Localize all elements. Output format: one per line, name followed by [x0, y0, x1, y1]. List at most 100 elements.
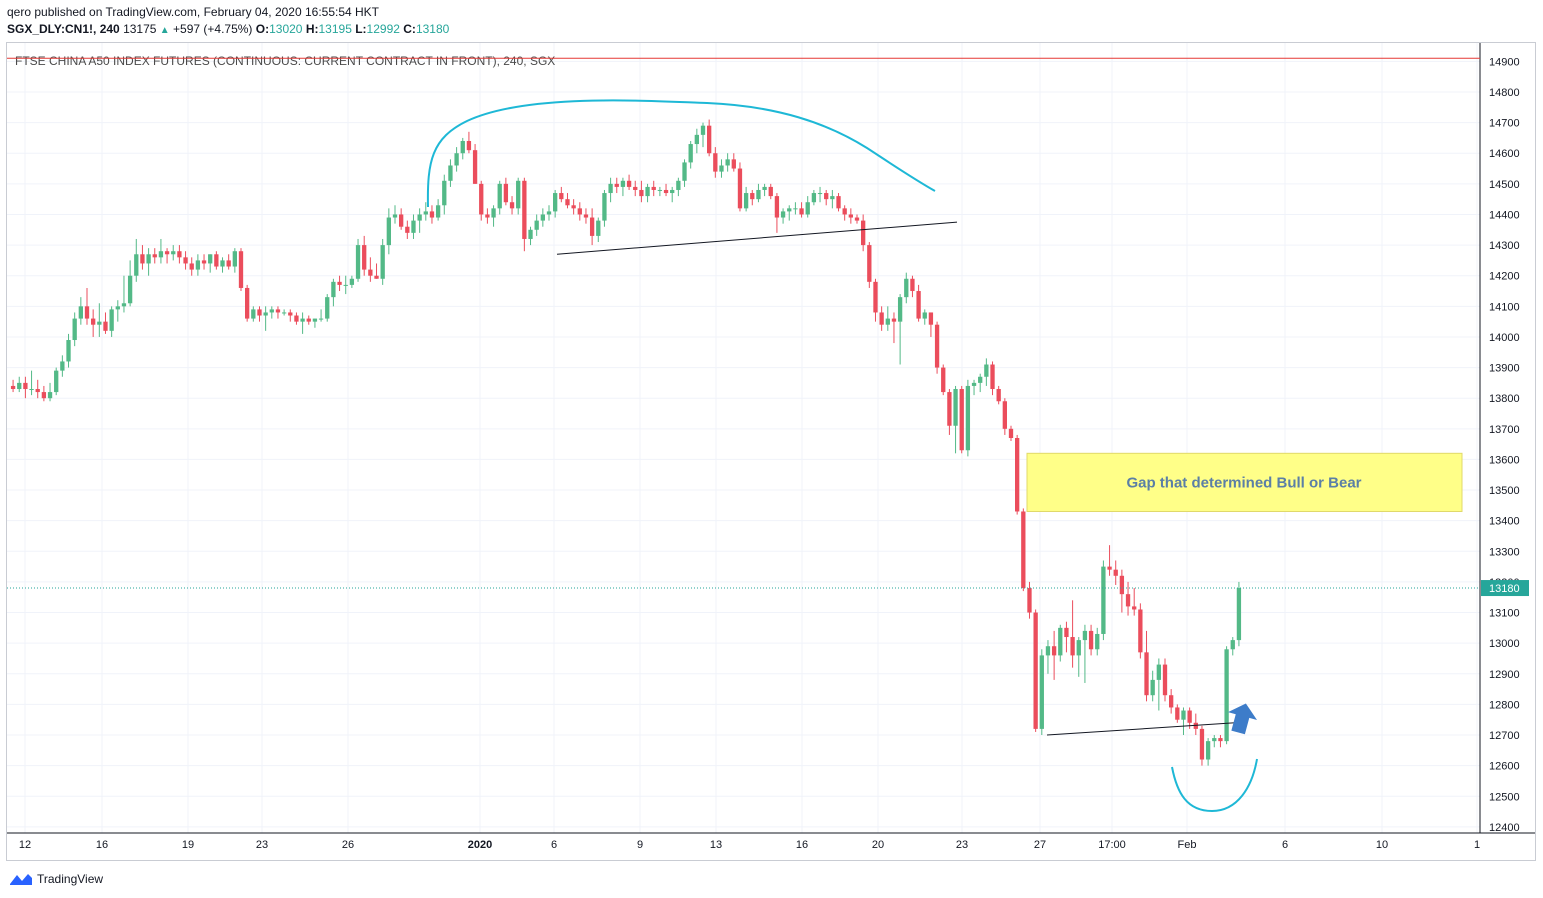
candle-body: [589, 217, 595, 236]
candle-body: [127, 275, 133, 304]
candle-body: [349, 278, 355, 285]
candle-body: [392, 214, 398, 218]
candle-body: [774, 196, 780, 218]
candle-body: [41, 392, 47, 399]
candle-body: [399, 214, 404, 227]
x-tick-label: 2020: [468, 839, 492, 851]
candle-body: [1144, 652, 1149, 696]
candle-body: [275, 309, 281, 313]
candle-body: [146, 254, 151, 264]
x-tick-label: 16: [796, 839, 808, 851]
y-tick-label: 12800: [1489, 699, 1520, 711]
candle-body: [115, 306, 120, 310]
candle-body: [1230, 640, 1235, 650]
candle-body: [189, 263, 194, 270]
candle-body: [762, 186, 767, 190]
y-tick-label: 13400: [1489, 516, 1520, 528]
candle-body: [208, 254, 213, 264]
y-tick-label: 13000: [1489, 638, 1520, 650]
candle-body: [417, 214, 422, 221]
candle-body: [368, 269, 373, 276]
candle-body: [682, 162, 687, 181]
candle-body: [1199, 728, 1205, 760]
x-tick-label: 6: [1282, 839, 1288, 851]
candle-body: [1015, 438, 1020, 512]
candle-body: [707, 125, 712, 154]
triangle-up-icon: ▲: [159, 25, 170, 36]
candle-body: [676, 180, 681, 190]
candle-body: [1107, 566, 1112, 570]
candle-body: [343, 284, 348, 286]
candle-body: [509, 202, 515, 209]
candle-body: [121, 303, 127, 307]
candle-body: [836, 196, 841, 209]
candle-body: [337, 281, 342, 285]
candle-body: [435, 205, 441, 218]
candle-body: [1082, 630, 1088, 641]
candle-body: [312, 318, 318, 322]
x-tick-label: 17:00: [1098, 839, 1126, 851]
candle-body: [516, 180, 521, 209]
trendline-bottom-neckline: [1046, 722, 1236, 736]
arrow-up-icon: [1228, 703, 1258, 735]
candle-body: [602, 193, 607, 221]
candle-body: [700, 125, 706, 135]
candle-body: [873, 281, 878, 313]
candle-body: [731, 159, 736, 169]
candle-body: [331, 281, 336, 298]
candle-body: [35, 389, 40, 393]
candle-body: [214, 254, 219, 267]
open-value: 13020: [269, 22, 303, 36]
candle-body: [423, 211, 428, 215]
candle-body: [103, 321, 108, 331]
candle-body: [546, 211, 552, 215]
candle-body: [1162, 664, 1168, 696]
candle-body: [195, 260, 201, 270]
candle-body: [670, 189, 675, 194]
y-tick-label: 12900: [1489, 669, 1520, 681]
candle-body: [479, 183, 484, 215]
chart-frame[interactable]: 12400 12500 12600 12700 12800 12900 13000 13100…: [6, 42, 1536, 861]
candle-body: [1236, 588, 1242, 641]
x-tick-label: 1: [1474, 839, 1480, 851]
candle-body: [171, 251, 176, 255]
candle-body: [1101, 566, 1106, 634]
price-chart[interactable]: 12400 12500 12600 12700 12800 12900 13000 13100…: [7, 43, 1535, 860]
candle-body: [577, 208, 582, 215]
candle-body: [503, 183, 509, 203]
candle-body: [485, 214, 490, 218]
candle-body: [72, 318, 77, 341]
candle-body: [750, 193, 755, 200]
low-value: 12992: [366, 22, 400, 36]
trendline-top-neckline: [556, 221, 958, 255]
candle-body: [688, 144, 693, 163]
candle-body: [140, 254, 145, 264]
candle-body: [263, 312, 268, 316]
candle-body: [97, 321, 102, 325]
candle-body: [380, 245, 385, 279]
candle-body: [1021, 511, 1026, 589]
candle-body: [583, 214, 589, 218]
y-tick-label: 13500: [1489, 485, 1520, 497]
gap-box: [1026, 452, 1463, 512]
candle-body: [1113, 569, 1118, 576]
candle-body: [978, 376, 983, 383]
y-tick-label: 13700: [1489, 424, 1520, 436]
candle-body: [553, 193, 558, 212]
rounded-bottom-arc: [1171, 758, 1258, 813]
candle-body: [454, 153, 459, 166]
candle-body: [879, 312, 884, 325]
candle-body: [848, 214, 853, 218]
candle-body: [645, 186, 650, 197]
candle-body: [1070, 637, 1075, 656]
x-tick-label: 26: [342, 839, 354, 851]
x-tick-label: 10: [1376, 839, 1388, 851]
candle-body: [226, 260, 231, 267]
candle-body: [614, 183, 619, 187]
x-tick-label: 23: [256, 839, 268, 851]
candle-body: [897, 297, 903, 322]
candle-body: [565, 199, 570, 206]
y-tick-label: 14500: [1489, 179, 1520, 191]
high-label: H:: [305, 22, 319, 36]
candle-body: [725, 159, 730, 166]
